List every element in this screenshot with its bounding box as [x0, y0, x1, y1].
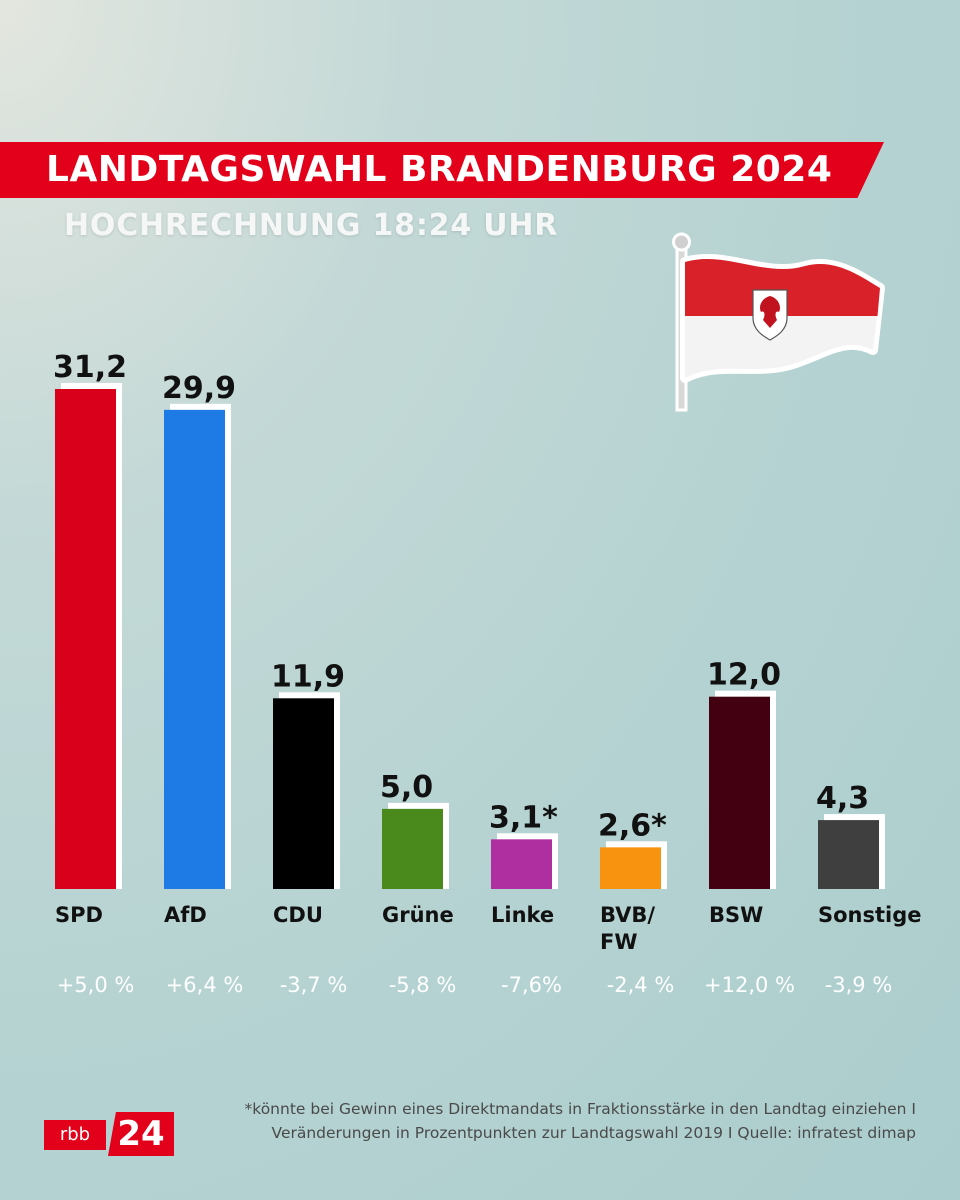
- title-banner: [0, 142, 884, 198]
- logo-24-text: 24: [108, 1112, 174, 1156]
- category-label: SPD: [55, 903, 103, 927]
- change-label: -2,4 %: [607, 973, 675, 997]
- change-label: -7,6%: [501, 973, 562, 997]
- category-label: CDU: [273, 903, 323, 927]
- bar-value-label: 12,0: [707, 658, 781, 693]
- category-label: Linke: [491, 903, 554, 927]
- bar-value-label: 11,9: [271, 659, 345, 694]
- category-label: FW: [600, 930, 638, 954]
- category-label: Sonstige: [818, 903, 922, 927]
- change-label: +6,4 %: [166, 973, 244, 997]
- bar: [382, 808, 443, 889]
- bar-value-label: 29,9: [162, 371, 236, 406]
- bar: [600, 847, 661, 889]
- chart-subtitle: HOCHRECHNUNG 18:24 UHR: [64, 208, 559, 243]
- change-label: -3,7 %: [280, 973, 348, 997]
- brandenburg-flag-icon: [665, 232, 895, 412]
- category-label: Grüne: [382, 903, 454, 927]
- bar-value-label: 4,3: [816, 781, 869, 816]
- bar-value-label: 2,6*: [598, 808, 667, 843]
- rbb24-logo: rbb 24: [44, 1112, 176, 1156]
- bar: [709, 696, 770, 889]
- category-label: BVB/: [600, 903, 655, 927]
- bar-value-label: 31,2: [53, 350, 127, 385]
- logo-rbb-text: rbb: [44, 1120, 106, 1150]
- bar: [55, 389, 116, 889]
- bar-value-label: 5,0: [380, 770, 433, 805]
- bar: [818, 820, 879, 889]
- bar: [491, 839, 552, 889]
- bar: [164, 409, 225, 889]
- bar: [273, 698, 334, 889]
- footnote: *könnte bei Gewinn eines Direktmandats i…: [156, 1097, 916, 1145]
- change-label: -5,8 %: [389, 973, 457, 997]
- change-label: +5,0 %: [57, 973, 135, 997]
- footnote-line-2: Veränderungen in Prozentpunkten zur Land…: [271, 1124, 916, 1142]
- category-label: BSW: [709, 903, 763, 927]
- category-label: AfD: [164, 903, 207, 927]
- footnote-line-1: *könnte bei Gewinn eines Direktmandats i…: [244, 1100, 916, 1118]
- chart-title: LANDTAGSWAHL BRANDENBURG 2024: [46, 149, 833, 190]
- change-label: +12,0 %: [704, 973, 795, 997]
- bar-value-label: 3,1*: [489, 800, 558, 835]
- change-label: -3,9 %: [825, 973, 893, 997]
